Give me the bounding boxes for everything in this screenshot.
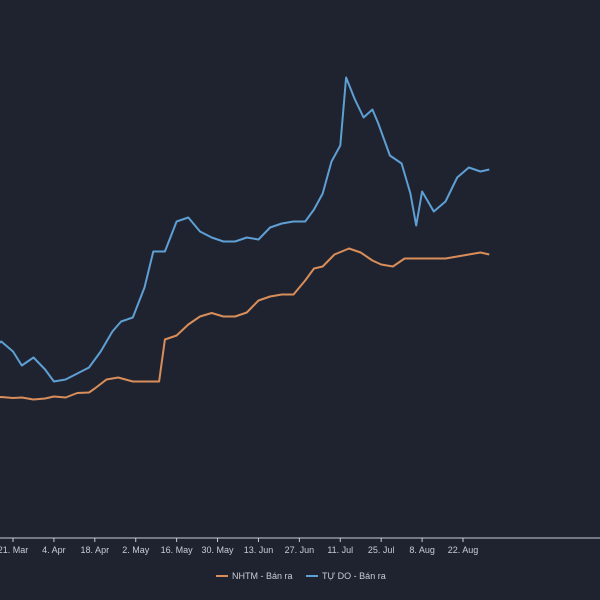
- series-layer: [0, 76, 490, 401]
- x-tick-label: 4. Apr: [42, 545, 66, 555]
- x-tick-label: 13. Jun: [244, 545, 274, 555]
- legend-label-2[interactable]: TỰ DO - Bán ra: [322, 571, 386, 581]
- x-tick-label: 25. Jul: [368, 545, 395, 555]
- x-tick-label: 18. Apr: [81, 545, 110, 555]
- x-tick-label: 22. Aug: [448, 545, 479, 555]
- x-tick-label: 16. May: [161, 545, 194, 555]
- x-tick-label: 2. May: [122, 545, 150, 555]
- legend-label-1[interactable]: NHTM - Bán ra: [232, 571, 293, 581]
- x-tick-label: 21. Mar: [0, 545, 28, 555]
- x-tick-label: 11. Jul: [327, 545, 353, 555]
- x-tick-label: 30. May: [202, 545, 235, 555]
- series-line-1: [0, 247, 490, 401]
- x-tick-label: 27. Jun: [285, 545, 315, 555]
- legend: NHTM - Bán ra TỰ DO - Bán ra: [216, 571, 386, 581]
- series-line-2: [0, 76, 490, 383]
- x-tick-label: 8. Aug: [409, 545, 435, 555]
- x-axis-ticks: 21. Mar 4. Apr 18. Apr 2. May 16. May 30. May…: [0, 538, 478, 555]
